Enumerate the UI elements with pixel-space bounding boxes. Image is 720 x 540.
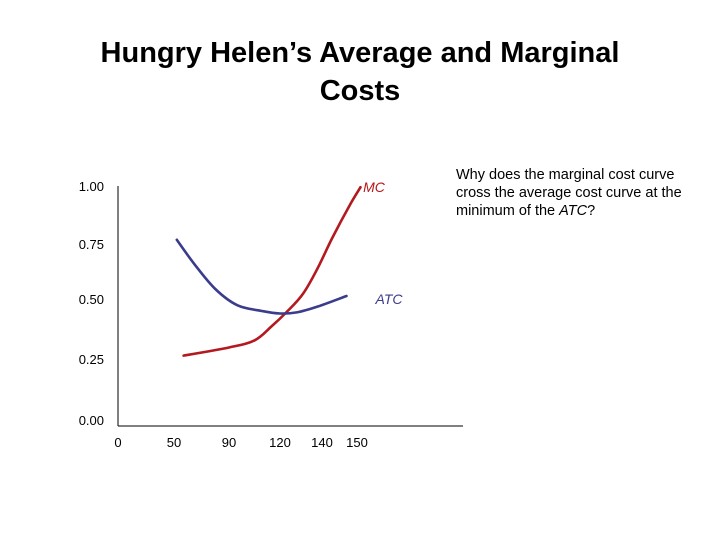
series-label-atc: ATC (375, 291, 404, 307)
chart-title: Hungry Helen’s Average and Marginal Cost… (40, 34, 680, 110)
question-text: Why does the marginal cost curve cross t… (456, 166, 706, 220)
y-tick-label: 0.00 (79, 413, 104, 428)
x-tick-label: 0 (114, 435, 121, 450)
series-line-atc (175, 238, 348, 315)
x-tick-label: 120 (269, 435, 291, 450)
question-lead: Why does the marginal cost curve cross t… (456, 167, 682, 219)
x-tick-label: 140 (311, 435, 333, 450)
y-tick-label: 0.50 (79, 292, 104, 307)
series-label-mc: MC (363, 179, 386, 195)
chart-title-line-2: Costs (319, 75, 401, 107)
question-tail: ? (587, 203, 596, 219)
x-tick-label: 50 (167, 435, 181, 450)
x-tick-label: 150 (346, 435, 368, 450)
question-term: ATC (559, 203, 588, 219)
series-line-mc (182, 185, 362, 357)
y-tick-label: 1.00 (79, 179, 104, 194)
chart-axes (117, 186, 463, 427)
chart-title-line-1: Hungry Helen’s Average and Marginal (100, 37, 620, 69)
y-tick-label: 0.25 (79, 352, 104, 367)
y-tick-label: 0.75 (79, 237, 104, 252)
x-tick-label: 90 (222, 435, 236, 450)
